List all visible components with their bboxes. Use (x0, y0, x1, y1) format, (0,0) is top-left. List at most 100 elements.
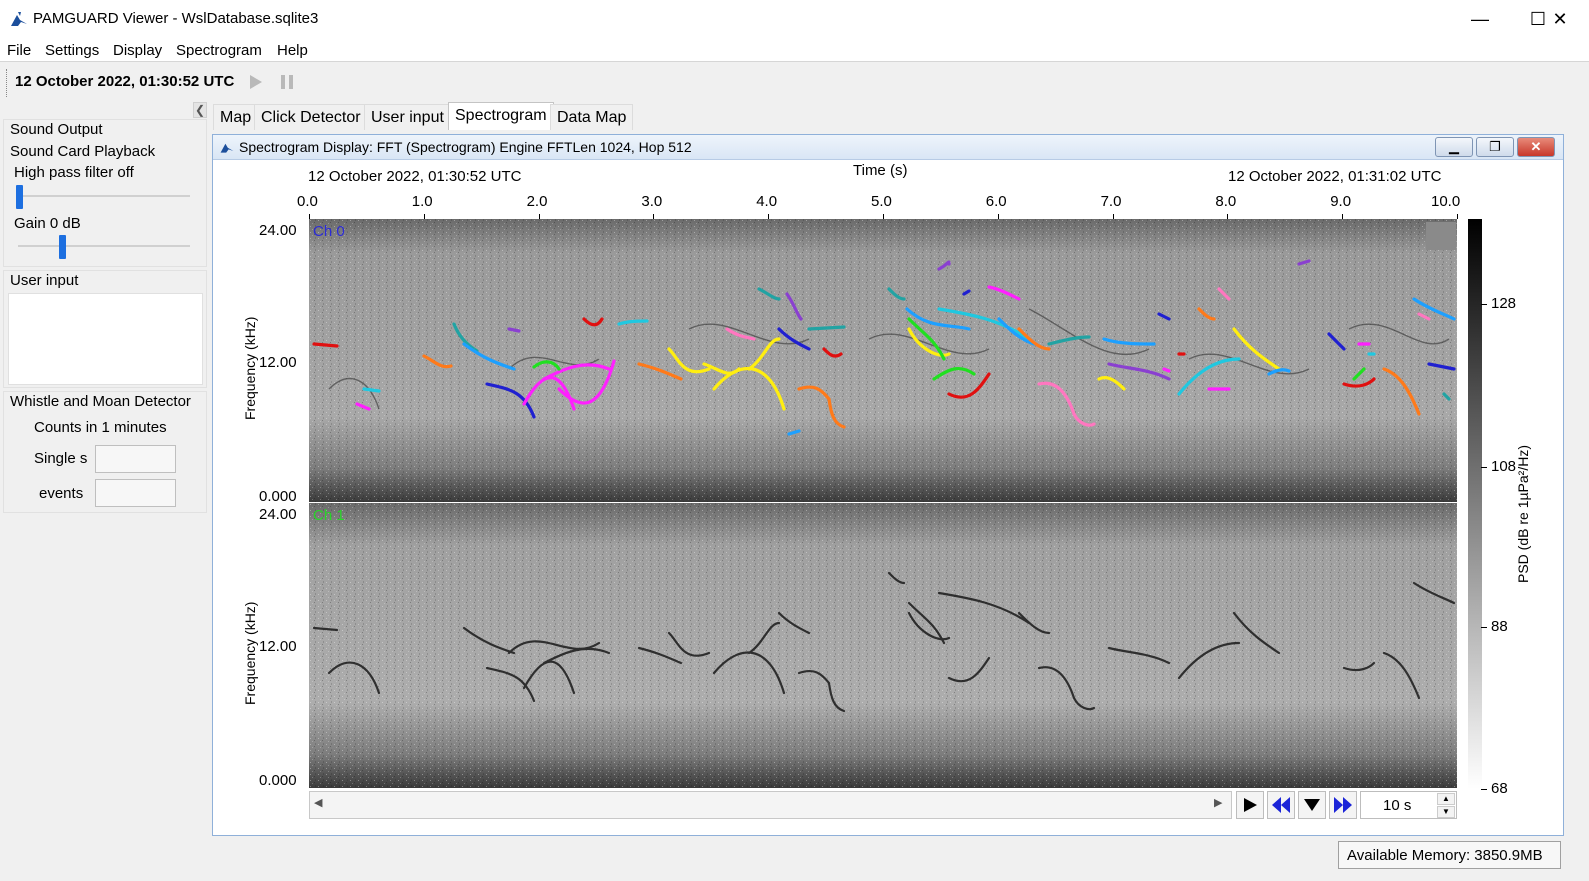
user-input-title: User input (10, 272, 79, 289)
whistle-moan-panel: Whistle and Moan Detector Counts in 1 mi… (3, 391, 207, 513)
close-button[interactable]: ✕ (1552, 9, 1568, 29)
frame-close-button[interactable]: ✕ (1517, 137, 1555, 157)
fast-forward-icon (1334, 797, 1352, 813)
ch1-freq-tick-mid: 12.00 (259, 638, 297, 655)
dropdown-button[interactable] (1298, 791, 1326, 819)
frame-restore-button[interactable]: ❐ (1476, 137, 1514, 157)
time-tick-label: 2.0 (526, 193, 548, 210)
spectrogram-window: Spectrogram Display: FFT (Spectrogram) E… (212, 134, 1564, 836)
user-input-panel: User input (3, 270, 207, 388)
user-input-textarea[interactable] (8, 293, 203, 385)
time-tick-label: 4.0 (756, 193, 778, 210)
pamguard-logo-icon (11, 12, 27, 26)
tab-map[interactable]: Map (213, 104, 259, 130)
events-label: events (39, 485, 84, 502)
time-tick-label: 9.0 (1330, 193, 1352, 210)
wmd-counts-label: Counts in 1 minutes (34, 419, 167, 436)
play-forward-icon (1244, 798, 1257, 812)
colorbar (1468, 219, 1482, 789)
time-tick-mark (1342, 214, 1344, 219)
toolbar-grip[interactable] (6, 69, 9, 97)
toolbar: 12 October 2022, 01:30:52 UTC (0, 63, 1589, 101)
menu-bar: File Settings Display Spectrogram Help (0, 38, 1589, 62)
time-axis: 0.0 1.0 2.0 3.0 4.0 5.0 6.0 7.0 8.0 9.0 10.0 (297, 193, 1461, 219)
hp-filter-label: High pass filter off (14, 164, 134, 181)
collapse-panel-icon[interactable]: ❮ (193, 102, 207, 118)
time-tick-label: 5.0 (871, 193, 892, 210)
time-scrollbar[interactable]: ◀ ▶ (309, 791, 1232, 819)
menu-settings[interactable]: Settings (45, 42, 100, 59)
colorbar-axis: 128 108 88 68 (1479, 219, 1519, 797)
colorbar-tick-label: 108 (1491, 458, 1517, 475)
frame-minimize-button[interactable]: ▁ (1435, 137, 1473, 157)
start-time-label: 12 October 2022, 01:30:52 UTC (308, 168, 522, 185)
sound-output-panel: Sound Output Sound Card Playback High pa… (3, 119, 207, 267)
time-tick-mark (1457, 214, 1458, 219)
play-forward-button[interactable] (1236, 791, 1264, 819)
tab-user-input[interactable]: User input (364, 104, 451, 130)
time-tick-label: 0.0 (297, 193, 318, 210)
time-tick-label: 1.0 (411, 193, 433, 210)
spectrogram-channel-1[interactable]: Ch 1 (309, 503, 1457, 788)
menu-help[interactable]: Help (277, 42, 308, 59)
colorbar-tick-label: 68 (1491, 780, 1508, 797)
ch0-freq-tick-mid: 12.00 (259, 354, 297, 371)
pause-icon[interactable] (280, 74, 294, 90)
sound-output-title: Sound Output (10, 121, 103, 138)
tab-spectrogram[interactable]: Spectrogram (448, 102, 554, 130)
tab-data-map[interactable]: Data Map (550, 104, 634, 130)
ch1-freq-axis-label: Frequency (kHz) (242, 601, 258, 705)
hp-filter-slider[interactable] (16, 185, 23, 209)
colorbar-label: PSD (dB re 1µPa²/Hz) (1515, 445, 1531, 583)
time-tick-label: 6.0 (985, 193, 1007, 210)
ch1-freq-tick-bottom: 0.000 (259, 772, 297, 789)
rewind-icon (1272, 797, 1290, 813)
time-tick-mark (768, 214, 770, 219)
scroll-right-icon[interactable]: ▶ (1214, 797, 1223, 809)
hp-filter-track (18, 195, 190, 197)
ch0-freq-axis-label: Frequency (kHz) (242, 316, 258, 420)
window-title: PAMGUARD Viewer - WslDatabase.sqlite3 (33, 10, 319, 27)
single-s-label: Single s (34, 450, 88, 467)
menu-file[interactable]: File (7, 42, 32, 59)
spinner-down-icon[interactable]: ▼ (1437, 806, 1455, 818)
wmd-title: Whistle and Moan Detector (10, 393, 191, 410)
colorbar-tick-label: 88 (1491, 618, 1508, 635)
time-tick-mark (1112, 214, 1114, 219)
menu-display[interactable]: Display (113, 42, 163, 59)
ch1-label: Ch 1 (313, 507, 345, 524)
time-tick-mark (423, 214, 425, 219)
gain-label: Gain 0 dB (14, 215, 81, 232)
rewind-button[interactable] (1267, 791, 1295, 819)
ch0-label: Ch 0 (313, 223, 345, 240)
time-tick-label: 7.0 (1100, 193, 1122, 210)
gain-slider[interactable] (59, 235, 66, 259)
ch0-freq-tick-top: 24.00 (259, 222, 297, 239)
colorbar-tick-label: 128 (1491, 295, 1517, 312)
maximize-button[interactable]: ☐ (1529, 9, 1547, 29)
spectrogram-channel-0[interactable]: Ch 0 (309, 219, 1457, 502)
time-tick-mark (883, 214, 884, 219)
chevron-down-icon (1304, 799, 1320, 811)
menu-spectrogram[interactable]: Spectrogram (176, 42, 262, 59)
fast-forward-button[interactable] (1329, 791, 1357, 819)
minimize-button[interactable]: — (1471, 9, 1489, 29)
play-icon[interactable] (249, 74, 263, 90)
end-time-label: 12 October 2022, 01:31:02 UTC (1228, 168, 1442, 185)
window-length-spinner[interactable]: 10 s ▲ ▼ (1360, 791, 1457, 819)
tab-click-detector[interactable]: Click Detector (254, 104, 368, 130)
colorbar-tick-mark (1481, 467, 1487, 468)
time-tick-label: 10.0 (1431, 193, 1461, 210)
current-datetime: 12 October 2022, 01:30:52 UTC (15, 73, 235, 90)
time-tick-mark (1227, 214, 1229, 219)
spectrogram-window-title: Spectrogram Display: FFT (Spectrogram) E… (239, 139, 692, 155)
time-tick-mark (538, 214, 540, 219)
memory-status: Available Memory: 3850.9MB (1338, 841, 1561, 869)
ch0-freq-tick-bottom: 0.000 (259, 488, 297, 505)
colorbar-tick-mark (1481, 789, 1487, 790)
spinner-up-icon[interactable]: ▲ (1437, 793, 1455, 805)
time-tick-mark (653, 214, 655, 219)
time-tick-mark (309, 214, 310, 219)
spectrogram-window-titlebar[interactable]: Spectrogram Display: FFT (Spectrogram) E… (213, 135, 1563, 160)
scroll-left-icon[interactable]: ◀ (314, 797, 323, 809)
